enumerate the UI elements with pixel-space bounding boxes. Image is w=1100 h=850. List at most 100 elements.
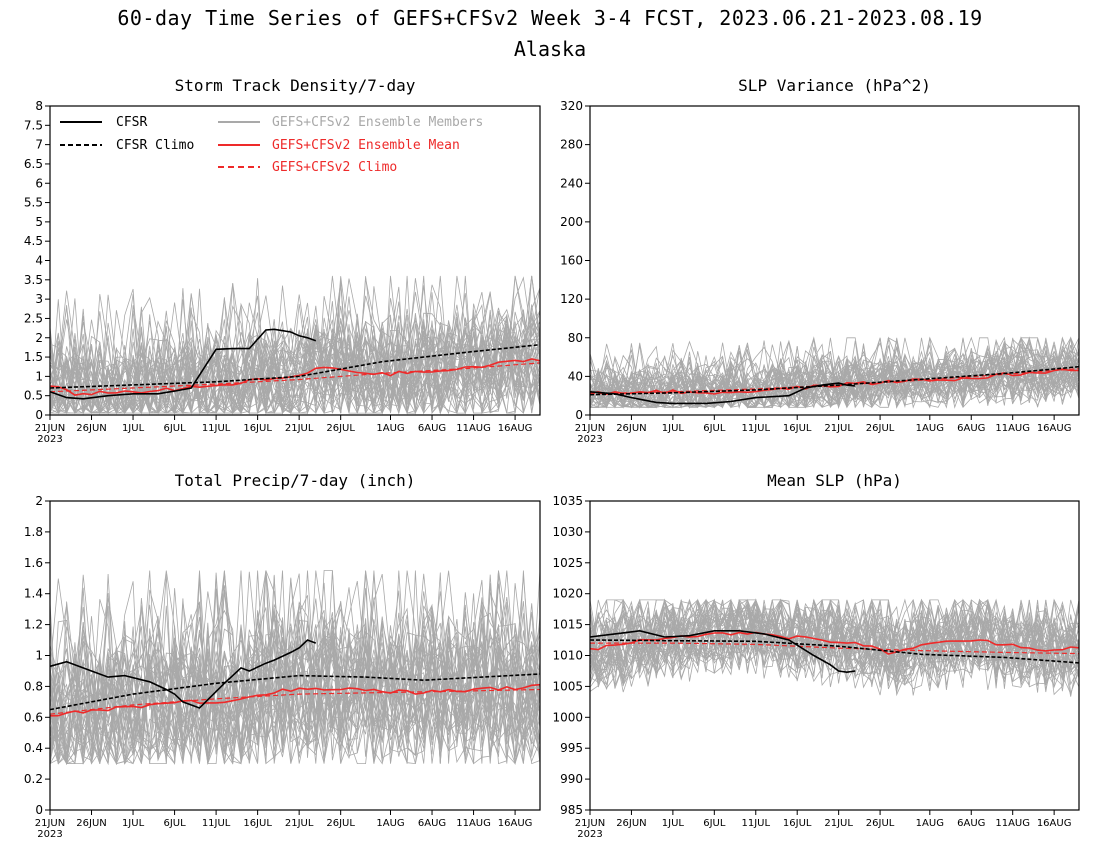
y-tick-label: 240 [560,176,583,190]
x-tick-label: 6JUL [703,423,726,434]
y-tick-label: 200 [560,215,583,229]
y-tick-label: 1.2 [24,618,43,632]
y-tick-label: 1000 [552,710,583,724]
y-tick-label: 1.8 [24,525,43,539]
x-tick-label: 11JUL [202,423,231,434]
figure-subtitle: Alaska [513,37,587,61]
x-tick-label: 1JUL [122,423,145,434]
ensemble-member-line [49,585,541,765]
x-tick-label: 11JUL [202,818,231,829]
ensemble-member-line [49,570,541,765]
x-tick-label: 26JUL [866,818,895,829]
cfsr-climo-line [589,365,1080,396]
ensemble-member-line [589,336,1080,409]
ensemble-mean-line [589,631,1080,655]
y-tick-label: 3.5 [24,273,43,287]
x-tick-label: 1JUL [122,818,145,829]
y-tick-label: 0.6 [24,710,43,724]
cfsr-line [589,629,856,674]
x-tick-label: 16AUG [498,423,533,434]
x-tick-label: 16JUL [783,423,812,434]
ensemble-members [589,598,1080,697]
panel-title: Mean SLP (hPa) [767,471,902,490]
figure-title: 60-day Time Series of GEFS+CFSv2 Week 3-… [117,6,983,30]
ensemble-member-line [49,296,541,415]
panel-title: Total Precip/7-day (inch) [175,471,416,490]
legend: CFSR CFSR Climo GEFS+CFSv2 Ensemble Member… [60,115,483,175]
y-tick-label: 0 [35,803,43,817]
cfsr-climo-line [49,673,541,711]
y-tick-label: 80 [568,331,583,345]
y-tick-label: 1010 [552,649,583,663]
ensemble-member-line [49,570,541,764]
y-tick-label: 5 [35,215,43,229]
ensemble-member-line [589,598,1080,697]
x-tick-label: 11AUG [456,423,491,434]
x-tick-label: 1JUL [662,423,685,434]
x-year-label: 2023 [577,434,602,445]
x-tick-label: 1JUL [662,818,685,829]
ensemble-member-line [49,570,541,765]
ensemble-member-line [50,293,541,414]
y-tick-label: 995 [560,741,583,755]
x-tick-label: 6JUL [163,818,186,829]
y-tick-label: 0 [575,408,583,422]
y-tick-label: 1.5 [24,350,43,364]
y-tick-label: 4.5 [24,234,43,248]
y-tick-label: 7 [35,138,43,152]
y-tick-label: 1020 [552,587,583,601]
y-tick-label: 1015 [552,618,583,632]
x-tick-label: 6JUL [703,818,726,829]
ensemble-member-line [49,573,541,765]
x-tick-label: 26JUL [326,818,355,829]
y-tick-label: 280 [560,138,583,152]
y-tick-label: 0.8 [24,679,43,693]
x-tick-label: 1AUG [376,818,404,829]
x-tick-label: 1AUG [916,818,944,829]
y-tick-label: 2.5 [24,311,43,325]
ensemble-member-line [49,600,541,764]
x-year-label: 2023 [37,829,62,840]
x-tick-label: 26JUN [76,423,106,434]
x-tick-label: 21JUL [285,423,314,434]
x-year-label: 2023 [37,434,62,445]
ensemble-member-line [49,570,541,766]
x-tick-label: 6AUG [957,423,985,434]
ensemble-members [49,570,541,766]
x-tick-label: 11AUG [995,818,1030,829]
chart-panel: 985 990 995 1000 1005 1010 1015 1020 1025 1030 103… [552,494,1080,840]
x-tick-label: 11JUL [741,423,770,434]
y-tick-label: 40 [568,369,583,383]
y-tick-label: 3 [35,292,43,306]
legend-ens-mean-label: GEFS+CFSv2 Ensemble Mean [272,138,460,153]
chart-panel: 0 0.2 0.4 0.6 0.8 1 1.2 1.4 1.6 1.8 2 21JUN 26JUN 1JU… [24,494,541,840]
x-tick-label: 26JUN [76,818,106,829]
y-tick-label: 6 [35,176,43,190]
cfsr-line [49,639,317,709]
legend-cfsr-climo-label: CFSR Climo [116,138,194,153]
y-tick-label: 990 [560,772,583,786]
y-tick-label: 2 [35,494,43,508]
x-tick-label: 16JUL [243,423,272,434]
x-tick-label: 21JUN [575,423,605,434]
ensemble-member-line [589,340,1080,409]
x-tick-label: 26JUN [616,423,646,434]
y-tick-label: 160 [560,254,583,268]
x-tick-label: 11AUG [995,423,1030,434]
y-tick-label: 0.2 [24,772,43,786]
y-tick-label: 320 [560,99,583,113]
x-tick-label: 6AUG [418,818,446,829]
y-tick-label: 0.4 [24,741,43,755]
ensemble-member-line [589,337,1080,409]
cfsr-climo-line [589,639,1080,664]
y-tick-label: 985 [560,803,583,817]
y-tick-label: 1005 [552,679,583,693]
x-tick-label: 16AUG [1037,423,1072,434]
y-tick-label: 0.5 [24,389,43,403]
x-tick-label: 26JUN [616,818,646,829]
ensemble-member-line [49,612,541,765]
x-tick-label: 11JUL [741,818,770,829]
legend-climo-label: GEFS+CFSv2 Climo [272,160,397,175]
y-tick-label: 1025 [552,556,583,570]
y-tick-label: 2 [35,331,43,345]
